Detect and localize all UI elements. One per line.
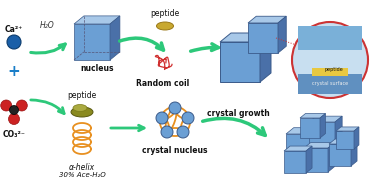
Polygon shape xyxy=(260,33,271,82)
Text: CO₃²⁻: CO₃²⁻ xyxy=(3,130,25,139)
Polygon shape xyxy=(300,114,325,118)
Text: Random coil: Random coil xyxy=(136,79,190,88)
Ellipse shape xyxy=(156,22,174,30)
Polygon shape xyxy=(304,143,335,148)
Polygon shape xyxy=(74,16,120,24)
Polygon shape xyxy=(306,146,312,173)
Polygon shape xyxy=(220,42,260,82)
Circle shape xyxy=(8,114,20,124)
Polygon shape xyxy=(309,122,335,148)
Circle shape xyxy=(182,112,194,124)
Polygon shape xyxy=(351,139,357,166)
Polygon shape xyxy=(320,114,325,138)
Polygon shape xyxy=(354,127,359,149)
Polygon shape xyxy=(314,128,322,162)
Polygon shape xyxy=(328,143,335,172)
Polygon shape xyxy=(74,24,110,60)
Circle shape xyxy=(7,35,21,49)
Text: peptide: peptide xyxy=(67,91,97,100)
Circle shape xyxy=(292,22,368,98)
Polygon shape xyxy=(304,148,328,172)
Polygon shape xyxy=(284,146,312,151)
Ellipse shape xyxy=(71,107,93,117)
Polygon shape xyxy=(248,16,286,23)
Polygon shape xyxy=(220,33,271,42)
Circle shape xyxy=(1,100,12,111)
Polygon shape xyxy=(278,16,286,53)
Circle shape xyxy=(16,100,27,111)
Polygon shape xyxy=(284,151,306,173)
Text: crystal growth: crystal growth xyxy=(207,109,270,118)
Text: nucleus: nucleus xyxy=(80,64,114,73)
Polygon shape xyxy=(336,131,354,149)
Polygon shape xyxy=(286,128,322,134)
Text: peptide: peptide xyxy=(325,68,343,72)
FancyBboxPatch shape xyxy=(298,26,362,50)
Text: H₂O: H₂O xyxy=(40,21,54,30)
Text: peptide: peptide xyxy=(150,9,180,18)
Polygon shape xyxy=(329,139,357,144)
Circle shape xyxy=(156,112,168,124)
Text: crystal nucleus: crystal nucleus xyxy=(142,146,208,155)
Circle shape xyxy=(177,126,189,138)
FancyBboxPatch shape xyxy=(312,68,348,76)
Circle shape xyxy=(161,126,173,138)
Ellipse shape xyxy=(73,104,87,112)
Polygon shape xyxy=(309,116,342,122)
Text: crystal surface: crystal surface xyxy=(312,82,348,86)
Polygon shape xyxy=(336,127,359,131)
Text: 30% Ace-H₂O: 30% Ace-H₂O xyxy=(59,172,105,178)
FancyBboxPatch shape xyxy=(298,74,362,94)
Text: +: + xyxy=(8,64,20,80)
Polygon shape xyxy=(248,23,278,53)
Polygon shape xyxy=(300,118,320,138)
Polygon shape xyxy=(110,16,120,60)
Circle shape xyxy=(169,102,181,114)
Text: Ca²⁺: Ca²⁺ xyxy=(5,25,23,34)
Polygon shape xyxy=(286,134,314,162)
Polygon shape xyxy=(335,116,342,148)
Circle shape xyxy=(9,106,19,114)
Polygon shape xyxy=(329,144,351,166)
Text: α-helix: α-helix xyxy=(69,163,95,172)
